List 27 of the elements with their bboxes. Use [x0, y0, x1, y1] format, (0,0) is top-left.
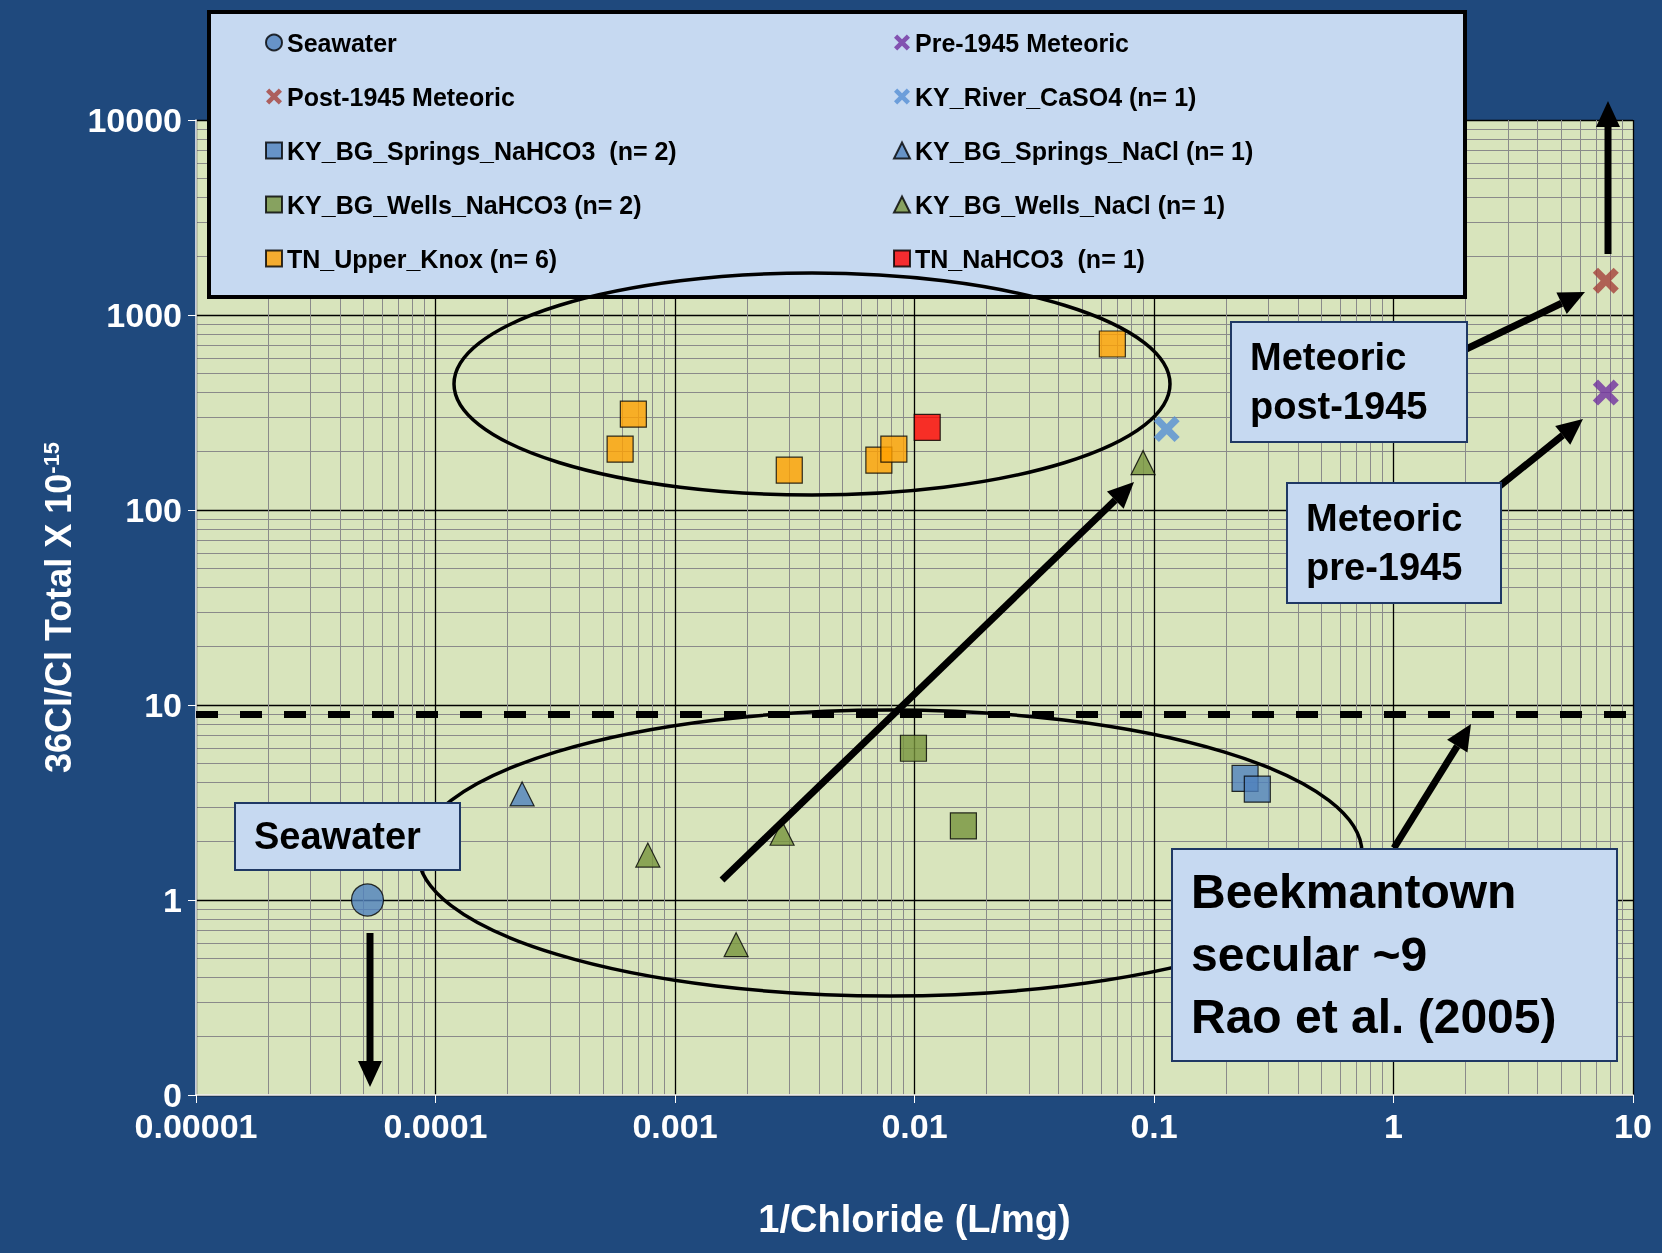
x-tick-label: 0.1 [1130, 1107, 1178, 1145]
legend-label: Pre-1945 Meteoric [915, 28, 1130, 57]
legend-label: KY_BG_Springs_NaCl (n= 1) [915, 136, 1254, 165]
legend-label: TN_Upper_Knox (n= 6) [287, 244, 558, 273]
legend-label: KY_BG_Springs_NaHCO3 (n= 2) [287, 136, 677, 165]
x-tick-label: 0.001 [632, 1107, 718, 1145]
legend-label: TN_NaHCO3 (n= 1) [915, 244, 1145, 273]
y-tick-label: 1 [163, 881, 182, 919]
annotation: Meteoric pre-1945 [1286, 482, 1502, 604]
x-tick-label: 1 [1384, 1107, 1403, 1145]
legend-label: Post-1945 Meteoric [287, 82, 515, 111]
annotation: Meteoric post-1945 [1230, 321, 1468, 443]
legend-label: KY_BG_Wells_NaCl (n= 1) [915, 190, 1226, 219]
legend-label: KY_BG_Wells_NaHCO3 (n= 2) [287, 190, 642, 219]
y-axis-title: 36Cl/Cl Total X 10-15 [38, 441, 80, 774]
x-axis-title: 1/Chloride (L/mg) [758, 1198, 1071, 1240]
legend-label: Seawater [287, 28, 398, 57]
y-tick-label: 10000 [87, 101, 182, 139]
x-tick-label: 10 [1614, 1107, 1652, 1145]
legend-label: KY_River_CaSO4 (n= 1) [915, 82, 1197, 111]
x-tick-label: 0.0001 [383, 1107, 488, 1145]
annotation: Beekmantown secular ~9 Rao et al. (2005) [1171, 848, 1618, 1062]
annotation: Seawater [234, 802, 461, 871]
y-tick-label: 1000 [106, 296, 182, 334]
y-tick-label: 100 [125, 491, 182, 529]
y-tick-label: 10 [144, 686, 182, 724]
x-tick-label: 0.01 [881, 1107, 948, 1145]
